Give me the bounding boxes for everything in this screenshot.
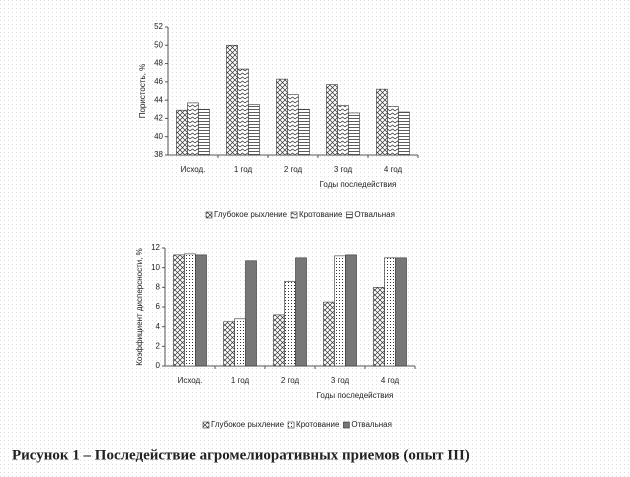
bar [234,318,246,367]
bar [376,88,388,156]
bar [226,44,238,156]
legend-label: Кротование [296,420,340,429]
bar [348,112,360,156]
bar [326,84,338,156]
bar [184,253,196,367]
bar [245,260,257,367]
legend-label: Отвальная [354,210,395,219]
bar [195,254,207,367]
x-axis-label: Годы последействия [317,391,394,400]
bar [334,255,346,367]
y-tick-label: 40 [154,132,163,141]
bar [173,254,185,367]
y-tick-label: 38 [154,150,163,159]
bar [395,257,407,367]
caption: Рисунок 1 – Последействие агромелиоратив… [12,447,470,463]
y-tick-label: 0 [156,361,161,370]
bar [345,254,357,367]
bar [373,287,385,367]
x-tick-label: 3 год [331,376,350,385]
bar [187,102,199,156]
y-tick-label: 4 [156,322,161,331]
x-tick-label: 1 год [234,165,253,174]
bar [237,68,249,156]
bar [198,108,210,156]
x-tick-label: Исход. [181,165,206,174]
bar [284,281,296,367]
y-tick-label: 2 [156,341,161,350]
legend-swatch [202,421,210,429]
bar [387,106,399,156]
bar [223,321,235,367]
y-tick-label: 46 [154,77,163,86]
x-tick-label: 4 год [381,376,400,385]
x-tick-label: 4 год [384,165,403,174]
bar [276,78,288,156]
y-tick-label: 42 [154,114,163,123]
legend-label: Глубокое рыхление [211,420,285,429]
bar [295,257,307,367]
x-tick-label: 2 год [284,165,303,174]
bar [176,109,188,156]
bar [398,111,410,156]
legend-swatch [346,211,353,219]
legend-swatch [287,421,295,429]
bar [298,108,310,156]
bar [384,257,396,367]
y-tick-label: 8 [156,282,161,291]
y-tick-label: 50 [154,40,163,49]
y-tick-label: 44 [154,95,163,104]
legend-swatch [343,421,350,429]
y-tick-label: 48 [154,59,163,68]
legend-label: Отвальная [351,420,392,429]
y-tick-label: 12 [151,243,160,252]
bar [287,94,299,156]
x-tick-label: 2 год [281,376,300,385]
x-axis-label: Годы последействия [320,180,397,189]
y-tick-label: 52 [154,22,163,31]
bar [337,105,349,156]
bar [248,104,260,156]
x-tick-label: 3 год [334,165,353,174]
legend-swatch [205,211,213,219]
y-tick-label: 6 [156,302,161,311]
legend-label: Кротование [299,210,343,219]
legend-label: Глубокое рыхление [214,210,288,219]
x-tick-label: 1 год [231,376,250,385]
y-axis-label: Пористость, % [138,64,147,119]
bar [323,301,335,367]
y-axis-label: Коэффициент дисперсности, % [135,248,144,366]
x-tick-label: Исход. [178,376,203,385]
bar [273,314,285,367]
legend-swatch [290,211,298,219]
y-tick-label: 10 [151,263,160,272]
